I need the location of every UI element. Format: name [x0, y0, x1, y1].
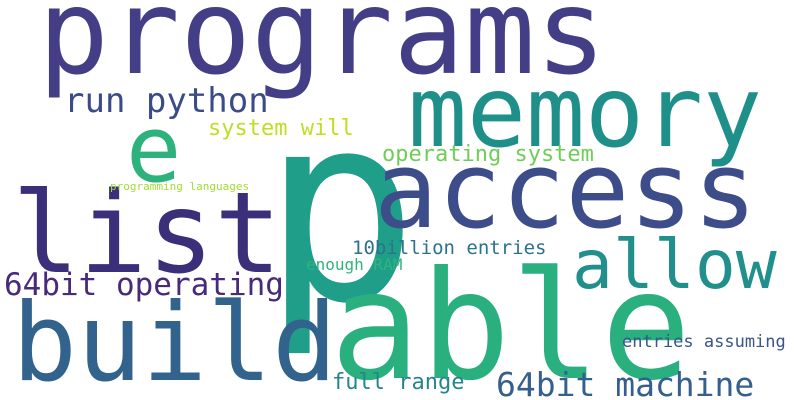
word-access: access — [374, 129, 757, 252]
word-entries-assuming: entries assuming — [622, 332, 786, 352]
word-64bit-machine: 64bit machine — [496, 365, 755, 400]
word-build: build — [12, 281, 338, 400]
word-10billion-entries: 10billion entries — [352, 237, 547, 259]
word-programming-languages: programming languages — [110, 180, 250, 193]
word-e: e — [126, 96, 182, 203]
word-system-will: system will — [208, 116, 354, 141]
word-full-range: full range — [332, 370, 465, 395]
word-list: list — [12, 169, 282, 299]
word-64bit-operating: 64bit operating — [4, 267, 284, 303]
word-operating-system: operating system — [382, 142, 594, 167]
word-memory: memory — [408, 56, 763, 170]
word-enough-ram: enough RAM — [306, 255, 403, 274]
word-p: p — [262, 59, 419, 361]
word-allow: allow — [572, 226, 777, 305]
word-programs: programs — [38, 0, 607, 101]
word-run-python: run python — [64, 81, 269, 121]
word-able: able — [330, 240, 692, 400]
